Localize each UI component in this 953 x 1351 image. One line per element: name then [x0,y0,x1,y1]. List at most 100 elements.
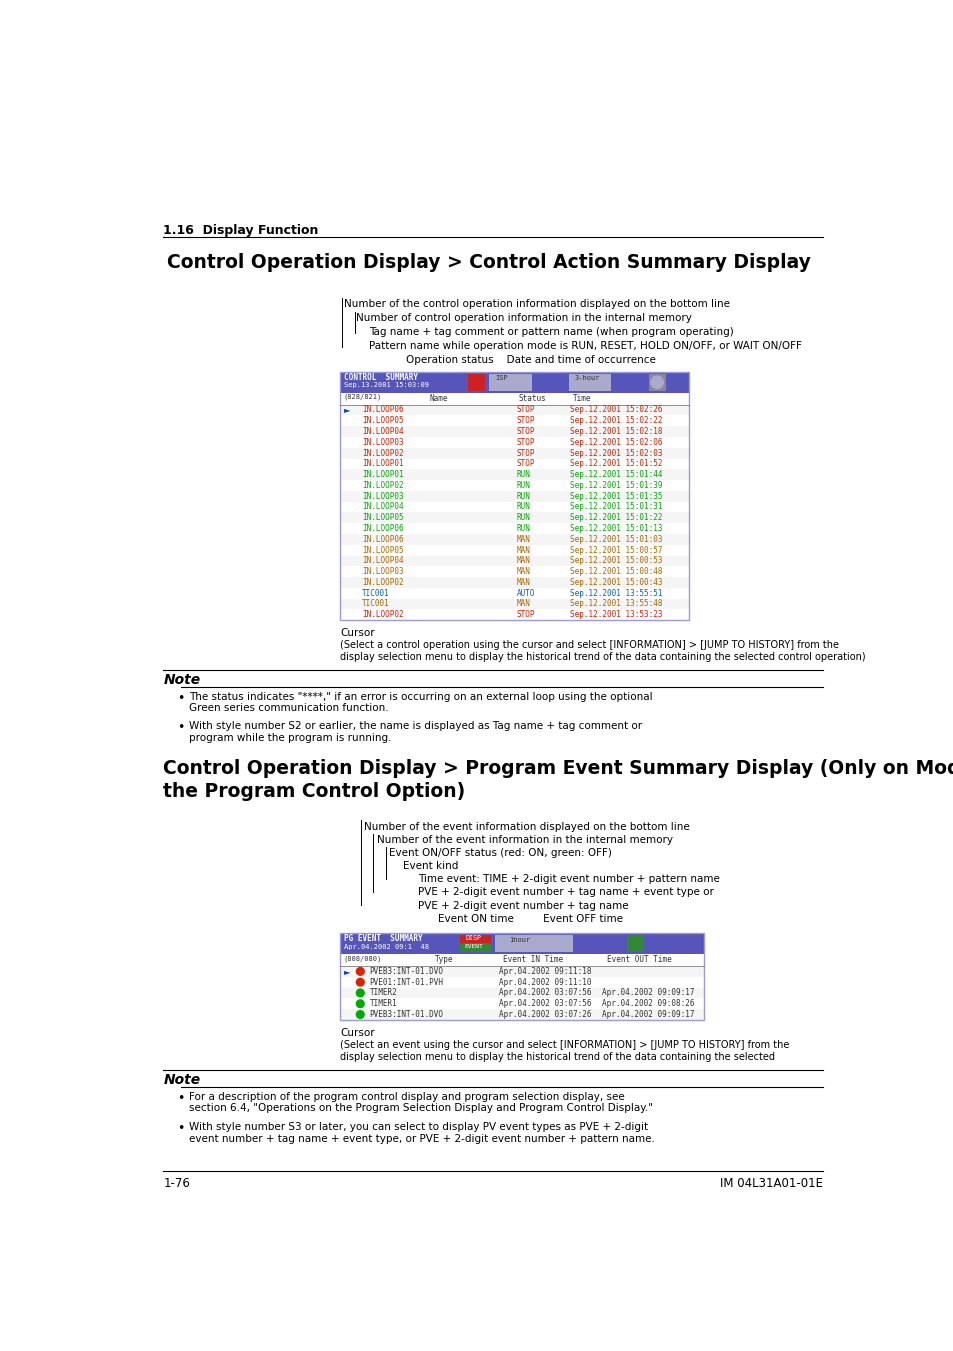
Text: Event OUT Time: Event OUT Time [607,955,672,965]
Text: STOP: STOP [517,427,535,436]
Bar [340,598,688,609]
Bar [340,544,688,555]
Bar [340,393,688,405]
Text: RUN: RUN [517,492,530,501]
Text: Apr.04.2002 09:11:18: Apr.04.2002 09:11:18 [498,967,591,975]
Text: Event IN Time: Event IN Time [502,955,562,965]
Text: With style number S2 or earlier, the name is displayed as Tag name + tag comment: With style number S2 or earlier, the nam… [189,721,641,743]
Text: MAN: MAN [517,567,530,576]
Text: IN.LOOP04: IN.LOOP04 [361,427,403,436]
Text: Event ON time         Event OFF time: Event ON time Event OFF time [437,913,622,924]
Text: RUN: RUN [517,481,530,490]
Text: 3-hour: 3-hour [574,376,599,381]
Text: Sep.12.2001 15:02:03: Sep.12.2001 15:02:03 [569,449,661,458]
Text: Sep.12.2001 15:01:03: Sep.12.2001 15:01:03 [569,535,661,544]
Text: IN.LOOP05: IN.LOOP05 [361,416,403,426]
Bar [340,458,688,469]
Bar [340,490,688,501]
Text: Sep.12.2001 15:02:22: Sep.12.2001 15:02:22 [569,416,661,426]
Text: IN.LOOP06: IN.LOOP06 [361,524,403,534]
Bar [340,577,688,588]
Text: ISP: ISP [495,376,507,381]
Text: Pattern name while operation mode is RUN, RESET, HOLD ON/OFF, or WAIT ON/OFF: Pattern name while operation mode is RUN… [369,340,801,351]
Text: (808/080): (808/080) [344,955,382,962]
Circle shape [650,376,662,389]
Text: •: • [177,721,185,734]
Text: MAN: MAN [517,557,530,565]
Text: DISP: DISP [465,935,481,942]
Text: Sep.12.2001 15:02:26: Sep.12.2001 15:02:26 [569,405,661,415]
Text: Apr.04.2002 03:07:56: Apr.04.2002 03:07:56 [498,989,591,997]
Bar [340,512,688,523]
Bar [340,436,688,447]
Text: PG EVENT  SUMMARY: PG EVENT SUMMARY [344,935,422,943]
Bar [340,998,703,1009]
Text: RUN: RUN [517,470,530,480]
Text: IN.LOOP01: IN.LOOP01 [361,459,403,469]
Bar [488,374,531,390]
Text: IN.LOOP03: IN.LOOP03 [361,438,403,447]
Bar [340,988,703,998]
Text: Number of the control operation information displayed on the bottom line: Number of the control operation informat… [344,299,729,309]
Text: IN.LOOP02: IN.LOOP02 [361,578,403,586]
Text: MAN: MAN [517,546,530,554]
Circle shape [356,1011,364,1019]
Text: IN.LOOP05: IN.LOOP05 [361,513,403,523]
Text: Status: Status [517,394,545,403]
Circle shape [356,967,364,975]
Text: IN.LOOP03: IN.LOOP03 [361,492,403,501]
Text: MAN: MAN [517,600,530,608]
Text: STOP: STOP [517,459,535,469]
Text: Apr.04.2002 03:07:26: Apr.04.2002 03:07:26 [498,1011,591,1019]
Text: Note: Note [163,1073,200,1088]
Bar [340,609,688,620]
Text: STOP: STOP [517,405,535,415]
Text: Control Operation Display > Program Event Summary Display (Only on Models with: Control Operation Display > Program Even… [163,759,953,778]
Text: STOP: STOP [517,449,535,458]
Text: (Select an event using the cursor and select [INFORMATION] > [JUMP TO HISTORY] f: (Select an event using the cursor and se… [340,1040,789,1062]
Bar [340,523,688,534]
Bar [468,374,484,390]
Text: ►: ► [344,967,350,975]
Text: IN.LOOP02: IN.LOOP02 [361,611,403,619]
Text: Apr.04.2002 09:09:17: Apr.04.2002 09:09:17 [601,989,694,997]
Text: Sep.12.2001 13:55:48: Sep.12.2001 13:55:48 [569,600,661,608]
Text: Number of control operation information in the internal memory: Number of control operation information … [356,313,692,323]
Text: IN.LOOP02: IN.LOOP02 [361,481,403,490]
Text: PVEB3:INT-01.DVO: PVEB3:INT-01.DVO [369,967,443,975]
Text: Apr.04.2002 03:07:56: Apr.04.2002 03:07:56 [498,1000,591,1008]
Text: Sep.12.2001 15:01:31: Sep.12.2001 15:01:31 [569,503,661,512]
Text: Number of the event information in the internal memory: Number of the event information in the i… [376,835,672,846]
Text: IN.LOOP03: IN.LOOP03 [361,567,403,576]
Text: (828/821): (828/821) [344,394,382,400]
Bar [459,944,491,952]
Text: RUN: RUN [517,524,530,534]
Text: •: • [177,1123,185,1135]
Text: Sep.12.2001 15:00:53: Sep.12.2001 15:00:53 [569,557,661,565]
Text: Apr.04.2002 09:09:17: Apr.04.2002 09:09:17 [601,1011,694,1019]
Text: IN.LOOP04: IN.LOOP04 [361,557,403,565]
Text: Tag name + tag comment or pattern name (when program operating): Tag name + tag comment or pattern name (… [369,327,733,336]
Text: Event kind: Event kind [402,862,457,871]
Text: 1hour: 1hour [509,936,530,943]
Text: TIMER2: TIMER2 [369,989,396,997]
Text: PVE01:INT-01.PVH: PVE01:INT-01.PVH [369,978,443,986]
Text: STOP: STOP [517,416,535,426]
Text: TIMER1: TIMER1 [369,1000,396,1008]
Text: (Select a control operation using the cursor and select [INFORMATION] > [JUMP TO: (Select a control operation using the cu… [340,640,864,662]
Text: Note: Note [163,673,200,688]
Text: Sep.12.2001 13:53:23: Sep.12.2001 13:53:23 [569,611,661,619]
Text: 1-76: 1-76 [163,1177,190,1190]
Text: AUTO: AUTO [517,589,535,597]
Text: For a description of the program control display and program selection display, : For a description of the program control… [189,1092,652,1113]
Text: IN.LOOP01: IN.LOOP01 [361,470,403,480]
Bar [340,426,688,436]
Text: Sep.12.2001 15:00:57: Sep.12.2001 15:00:57 [569,546,661,554]
Text: TIC001: TIC001 [361,589,389,597]
Bar [340,416,688,426]
Circle shape [356,1000,364,1008]
Text: STOP: STOP [517,438,535,447]
Text: STOP: STOP [517,611,535,619]
Text: Event ON/OFF status (red: ON, green: OFF): Event ON/OFF status (red: ON, green: OFF… [389,848,611,858]
Text: Sep.12.2001 15:00:43: Sep.12.2001 15:00:43 [569,578,661,586]
